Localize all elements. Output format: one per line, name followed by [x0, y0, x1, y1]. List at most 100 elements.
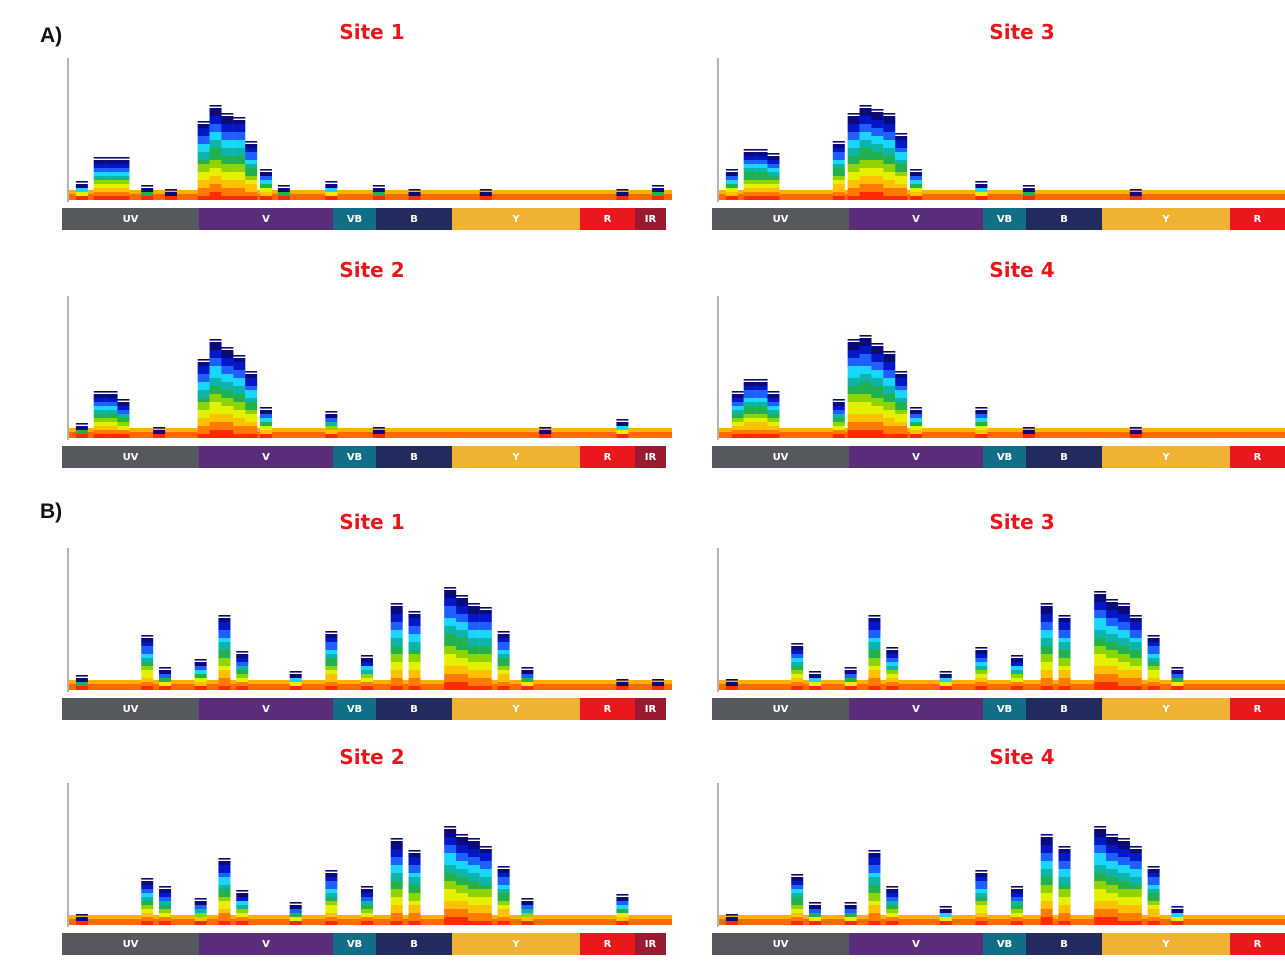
heatmap-cell — [1011, 897, 1023, 901]
heatmap-column — [1040, 603, 1053, 690]
heatmap-column — [868, 615, 881, 690]
heatmap-cell — [209, 386, 222, 390]
heatmap-cell — [372, 427, 385, 429]
heatmap-cell — [871, 116, 884, 120]
heatmap-cell — [847, 414, 860, 418]
heatmap-cell — [895, 371, 908, 373]
heatmap-cell — [859, 338, 872, 342]
heatmap-cell — [521, 678, 534, 682]
heatmap-cell — [444, 849, 457, 853]
heatmap-cell — [847, 346, 860, 350]
heatmap-cell — [886, 647, 899, 649]
heatmap-cell — [1058, 646, 1071, 650]
heatmap-column — [408, 850, 421, 925]
heatmap-cell — [871, 164, 884, 168]
heatmap-cell — [467, 921, 480, 925]
heatmap-cell — [1040, 901, 1053, 905]
heatmap-cell — [245, 164, 258, 168]
heatmap-cell — [868, 618, 881, 622]
heatmap-cell — [444, 614, 457, 618]
heatmap-cell — [456, 610, 469, 614]
heatmap-cell — [1117, 658, 1130, 662]
heatmap-cell — [221, 374, 234, 378]
heatmap-cell — [1094, 913, 1107, 917]
heatmap-cell — [221, 422, 234, 426]
heatmap-cell — [871, 180, 884, 184]
heatmap-cell — [456, 905, 469, 909]
heatmap-cell — [895, 168, 908, 172]
heatmap-cell — [521, 667, 534, 669]
heatmap-cell — [1129, 889, 1142, 893]
heatmap-cell — [1117, 865, 1130, 869]
heatmap-cell — [221, 128, 234, 132]
heatmap-cell — [456, 682, 469, 686]
heatmap-cell — [1117, 646, 1130, 650]
heatmap-cell — [117, 422, 130, 426]
heatmap-cell — [731, 394, 744, 398]
heatmap-cell — [467, 618, 480, 622]
heatmap-cell — [117, 434, 130, 438]
heatmap-cell — [456, 662, 469, 666]
heatmap-cell — [159, 909, 172, 913]
heatmap-cell — [117, 402, 130, 406]
heatmap-cell — [141, 674, 154, 678]
heatmap-cell — [791, 646, 804, 650]
heatmap-cell — [975, 196, 988, 200]
heatmap-cell — [1147, 658, 1160, 662]
band-vb: VB — [983, 208, 1026, 230]
band-ir: IR — [635, 933, 666, 955]
heatmap-cell — [1058, 678, 1071, 682]
heatmap-cell — [408, 634, 421, 638]
heatmap-cell — [141, 897, 154, 901]
heatmap-cell — [883, 188, 896, 192]
heatmap-cell — [159, 921, 172, 925]
heatmap-cell — [153, 427, 166, 429]
heatmap-cell — [859, 346, 872, 350]
heatmap-cell — [1011, 917, 1023, 921]
heatmap-cell — [1058, 913, 1071, 917]
heatmap-cell — [910, 407, 923, 409]
heatmap-cell — [221, 113, 234, 115]
heatmap-cell — [1117, 853, 1130, 857]
heatmap-cell — [1094, 674, 1107, 678]
spectral-band-bar: UV V VB B Y R — [712, 446, 1285, 468]
heatmap-cell — [209, 180, 222, 184]
heatmap-cell — [883, 160, 896, 164]
heatmap-cell — [883, 414, 896, 418]
heatmap-cell — [408, 905, 421, 909]
heatmap-cell — [868, 869, 881, 873]
heatmap-cell — [832, 402, 845, 406]
heatmap-cell — [539, 430, 552, 434]
heatmap-cell — [767, 422, 780, 426]
panel-b-site-3: Site 3 UV V VB B Y R — [712, 510, 1285, 730]
heatmap-cell — [832, 156, 845, 160]
heatmap-cell — [895, 172, 908, 176]
heatmap-cell — [141, 913, 154, 917]
heatmap-cell — [390, 686, 403, 690]
heatmap-cell — [197, 164, 210, 168]
heatmap-cell — [975, 434, 988, 438]
heatmap-cell — [390, 901, 403, 905]
heatmap-cell — [1106, 861, 1119, 865]
heatmap-cell — [1129, 921, 1142, 925]
heatmap-cell — [444, 618, 457, 622]
heatmap-cell — [1040, 686, 1053, 690]
heatmap-cell — [245, 374, 258, 378]
heatmap-cell — [616, 913, 629, 917]
heatmap-cell — [444, 638, 457, 642]
heatmap-cell — [743, 394, 756, 398]
heatmap-cell — [1147, 881, 1160, 885]
heatmap-column — [467, 838, 480, 925]
heatmap-cell — [444, 885, 457, 889]
heatmap-cell — [910, 410, 923, 414]
heatmap-cell — [895, 140, 908, 144]
heatmap-cell — [444, 853, 457, 857]
heatmap-cell — [209, 342, 222, 346]
heatmap-cell — [895, 148, 908, 152]
heatmap-cell — [218, 913, 231, 917]
heatmap-cell — [218, 622, 231, 626]
heatmap-cell — [233, 136, 246, 140]
heatmap-cell — [859, 402, 872, 406]
heatmap-cell — [218, 861, 231, 865]
heatmap-cell — [1058, 881, 1071, 885]
